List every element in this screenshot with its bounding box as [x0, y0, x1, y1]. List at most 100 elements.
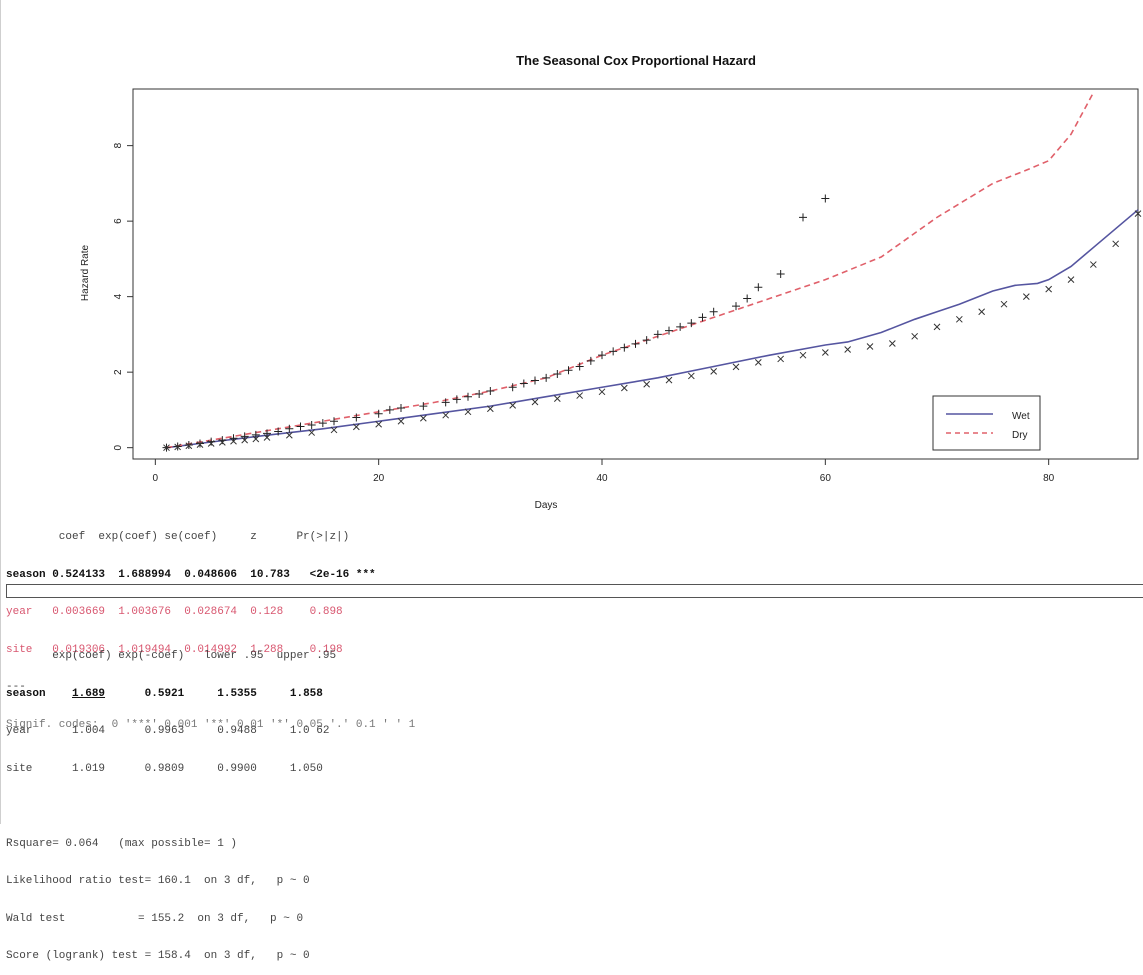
data-point-cross	[553, 395, 561, 402]
data-point-cross	[241, 436, 249, 444]
data-point-cross	[464, 408, 472, 416]
data-point-cross	[598, 388, 606, 396]
x-tick-label: 40	[596, 473, 608, 484]
legend-box	[932, 395, 1041, 451]
data-point-plus	[754, 283, 763, 292]
data-point-plus	[821, 194, 830, 203]
data-point-cross	[1067, 276, 1075, 284]
data-point-cross	[375, 420, 383, 428]
data-point-plus	[575, 362, 584, 371]
data-point-cross	[710, 368, 718, 375]
data-point-cross	[955, 315, 963, 323]
data-point-plus	[441, 398, 450, 407]
data-point-cross	[531, 398, 539, 406]
legend-dry-label: Dry	[1012, 430, 1028, 441]
x-tick-label: 0	[153, 473, 159, 484]
data-point-cross	[754, 358, 762, 366]
hazard-chart: The Seasonal Cox Proportional Hazard Day…	[80, 53, 1142, 510]
regression-row-site: site 0.019306 1.019494 0.014992 1.288 0.…	[6, 643, 343, 656]
console-input-bar[interactable]	[6, 584, 1143, 598]
data-point-cross	[1112, 240, 1120, 248]
data-point-cross	[252, 435, 260, 443]
score-line: Score (logrank) test = 158.4 on 3 df, p …	[6, 950, 310, 962]
y-tick-label: 8	[113, 142, 124, 148]
data-point-plus	[564, 366, 573, 375]
x-tick-label: 20	[373, 473, 385, 484]
exp-season-rest: 0.5921 1.5355 1.858	[105, 687, 323, 700]
data-point-cross	[1022, 293, 1030, 301]
data-point-plus	[642, 336, 651, 345]
legend-wet-label: Wet	[1012, 411, 1030, 422]
regression-row-year: year 0.003669 1.003676 0.028674 0.128 0.…	[6, 606, 343, 618]
data-point-cross	[285, 431, 293, 439]
data-point-plus	[397, 404, 405, 413]
exp-coef-output: exp(coef) exp(-coef) lower .95 upper .95…	[6, 625, 336, 975]
series-line-dry	[166, 92, 1095, 449]
data-point-cross	[442, 411, 450, 419]
data-point-plus	[274, 427, 283, 436]
y-tick-label: 6	[113, 218, 124, 224]
series-line-wet	[166, 209, 1139, 449]
y-tick-label: 0	[113, 444, 124, 450]
data-point-plus	[732, 302, 740, 311]
data-point-plus	[452, 395, 461, 404]
data-point-plus	[184, 441, 193, 450]
data-point-cross	[643, 380, 651, 388]
data-point-plus	[419, 402, 428, 411]
data-point-plus	[385, 405, 394, 414]
data-point-cross	[888, 340, 896, 347]
blank-line	[6, 800, 336, 813]
regression-output: coef exp(coef) se(coef) z Pr(>|z|) seaso…	[6, 506, 415, 744]
data-point-plus	[508, 383, 517, 392]
data-point-cross	[174, 443, 182, 451]
data-point-cross	[207, 440, 215, 447]
data-point-cross	[218, 439, 226, 446]
data-point-cross	[866, 343, 874, 350]
data-point-plus	[799, 213, 807, 222]
plot-box	[132, 88, 1139, 460]
wald-line: Wald test = 155.2 on 3 df, p ~ 0	[6, 912, 304, 925]
data-point-cross	[397, 417, 405, 425]
data-point-plus	[553, 370, 562, 379]
data-point-plus	[519, 379, 528, 388]
data-point-cross	[620, 384, 628, 392]
x-tick-label: 60	[820, 473, 832, 484]
data-point-plus	[653, 330, 662, 339]
data-point-plus	[687, 319, 696, 328]
exp-row-year: year 1.004 0.9963 0.9488 1.0 62	[6, 725, 330, 737]
data-point-plus	[598, 351, 606, 360]
data-point-cross	[1000, 300, 1008, 308]
y-tick-label: 2	[113, 369, 124, 375]
page-frame	[0, 0, 1, 824]
likelihood-line: Likelihood ratio test= 160.1 on 3 df, p …	[6, 875, 310, 887]
data-point-cross	[486, 405, 494, 413]
data-point-plus	[285, 424, 294, 433]
exp-header: exp(coef) exp(-coef) lower .95 upper .95	[6, 650, 337, 662]
exp-season-value: 1.689	[72, 687, 106, 700]
signif-codes: Signif. codes: 0 '***' 0.001 '**' 0.01 '…	[6, 718, 416, 731]
rsquare-line: Rsquare= 0.064 (max possible= 1 )	[6, 837, 238, 850]
data-point-cross	[419, 414, 427, 422]
data-point-cross	[1134, 210, 1142, 217]
data-point-cross	[777, 355, 785, 363]
data-point-plus	[698, 313, 707, 322]
data-point-plus	[263, 429, 271, 438]
data-point-cross	[933, 323, 941, 331]
x-tick-label: 80	[1043, 473, 1055, 484]
data-point-plus	[296, 422, 305, 431]
y-axis-label: Hazard Rate	[80, 244, 91, 301]
data-point-plus	[207, 437, 216, 446]
chart-title: The Seasonal Cox Proportional Hazard	[516, 53, 756, 68]
data-point-cross	[308, 429, 316, 436]
data-point-cross	[978, 308, 986, 316]
exp-row-season: season 1.689 0.5921 1.5355 1.858	[6, 688, 336, 701]
data-point-plus	[486, 387, 495, 396]
data-point-cross	[911, 332, 919, 340]
data-point-cross	[732, 363, 740, 371]
exp-row-site: site 1.019 0.9809 0.9900 1.050	[6, 762, 323, 775]
regression-row-season: season 0.524133 1.688994 0.048606 10.783…	[6, 568, 376, 581]
data-point-plus	[743, 294, 752, 303]
data-point-cross	[799, 351, 807, 359]
data-point-cross	[687, 372, 695, 380]
data-point-cross	[185, 442, 193, 450]
